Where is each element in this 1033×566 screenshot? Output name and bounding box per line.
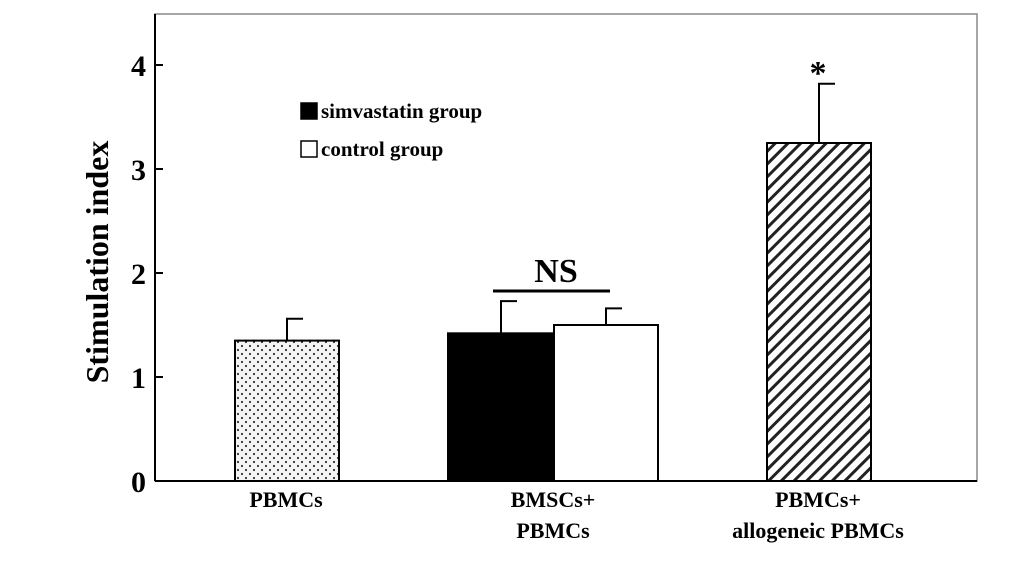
bar-control-group: [553, 324, 659, 482]
y-tick-label: 0: [131, 466, 146, 499]
legend-label-simvastatin: simvastatin group: [321, 99, 482, 123]
y-tick-label: 3: [131, 154, 146, 187]
significance-star: *: [810, 55, 827, 92]
x-category-label: PBMCs+ allogeneic PBMCs: [732, 487, 904, 543]
legend: simvastatin group control group: [300, 99, 482, 161]
bar-pbmcs: [234, 339, 340, 482]
x-category-label: PBMCs: [249, 487, 323, 512]
y-axis-label: Stimulation index: [79, 141, 115, 384]
legend-swatch-simvastatin: [300, 102, 318, 120]
y-tick-label: 1: [131, 362, 146, 395]
y-tick-label: 4: [131, 50, 146, 83]
bar-simvastatin-group: [447, 332, 555, 482]
bar-pbmcs-allogeneic-pbmcs: [766, 142, 872, 482]
legend-swatch-control: [300, 140, 318, 158]
legend-label-control: control group: [321, 137, 443, 161]
x-category-label: BMSCs+ PBMCs: [511, 487, 596, 543]
ns-annotation: NS: [534, 253, 577, 290]
y-tick-label: 2: [131, 258, 146, 291]
